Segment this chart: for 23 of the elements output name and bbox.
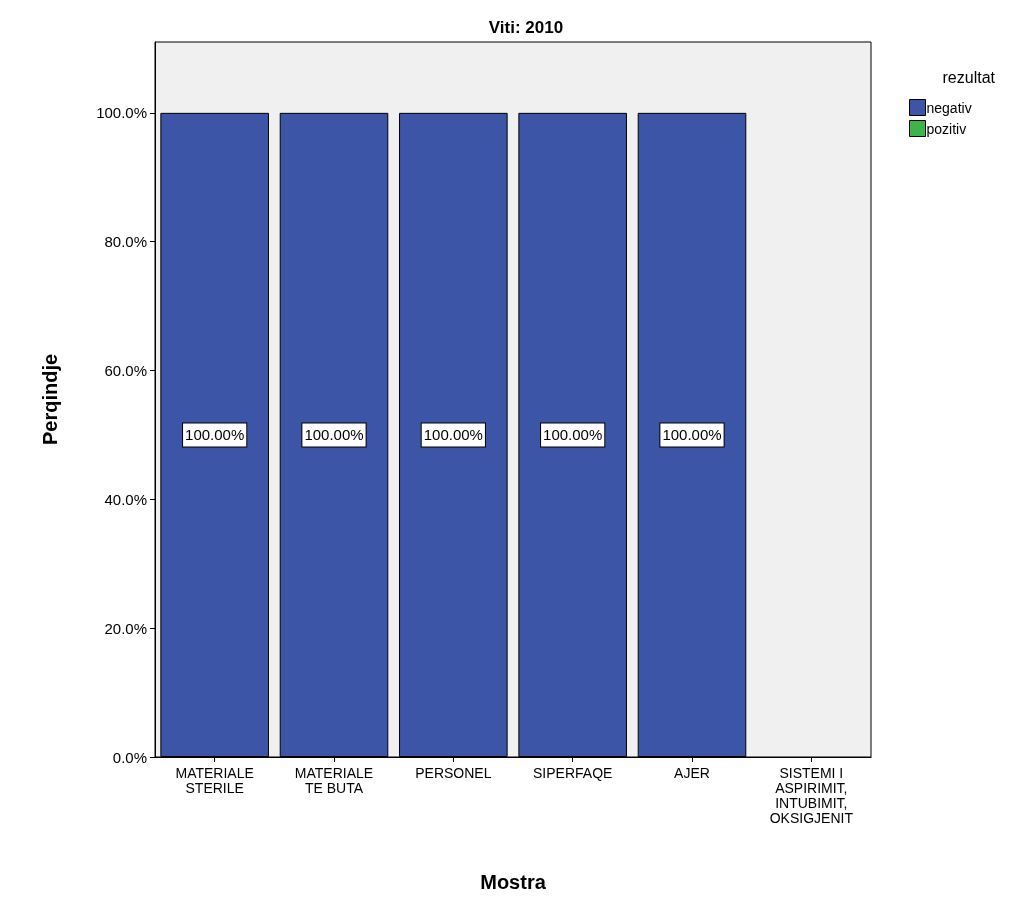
- data-label: 100.00%: [185, 426, 245, 444]
- y-tick-label: 40.0%: [104, 490, 147, 508]
- y-tick-label: 100.0%: [96, 104, 147, 122]
- legend-label: negativ: [926, 99, 972, 116]
- x-tick-label: MATERIALE TE BUTA: [294, 764, 374, 796]
- y-axis-title: Perqindje: [39, 353, 61, 446]
- data-label: 100.00%: [662, 426, 722, 444]
- y-tick-label: 60.0%: [104, 362, 147, 380]
- x-tick-label: AJER: [674, 764, 710, 781]
- x-tick-label: MATERIALE STERILE: [175, 764, 254, 796]
- x-axis-title: Mostra: [480, 871, 547, 893]
- legend-label: pozitiv: [926, 120, 967, 137]
- data-label: 100.00%: [304, 426, 364, 444]
- legend-title: rezultat: [942, 68, 996, 86]
- y-tick-label: 20.0%: [104, 619, 147, 637]
- y-tick-label: 0.0%: [112, 748, 147, 766]
- data-label: 100.00%: [423, 426, 483, 444]
- chart-title: Viti: 2010: [488, 18, 564, 37]
- x-tick-label: SIPERFAQE: [532, 764, 613, 781]
- x-tick-label: PERSONEL: [415, 764, 492, 781]
- y-tick-label: 80.0%: [104, 233, 147, 251]
- data-label: 100.00%: [543, 426, 603, 444]
- x-tick-label: SISTEMI I ASPIRIMIT, INTUBIMIT, OKSIGJENIT: [769, 764, 854, 826]
